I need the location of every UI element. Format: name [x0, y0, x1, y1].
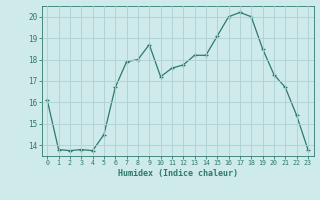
X-axis label: Humidex (Indice chaleur): Humidex (Indice chaleur) — [118, 169, 237, 178]
